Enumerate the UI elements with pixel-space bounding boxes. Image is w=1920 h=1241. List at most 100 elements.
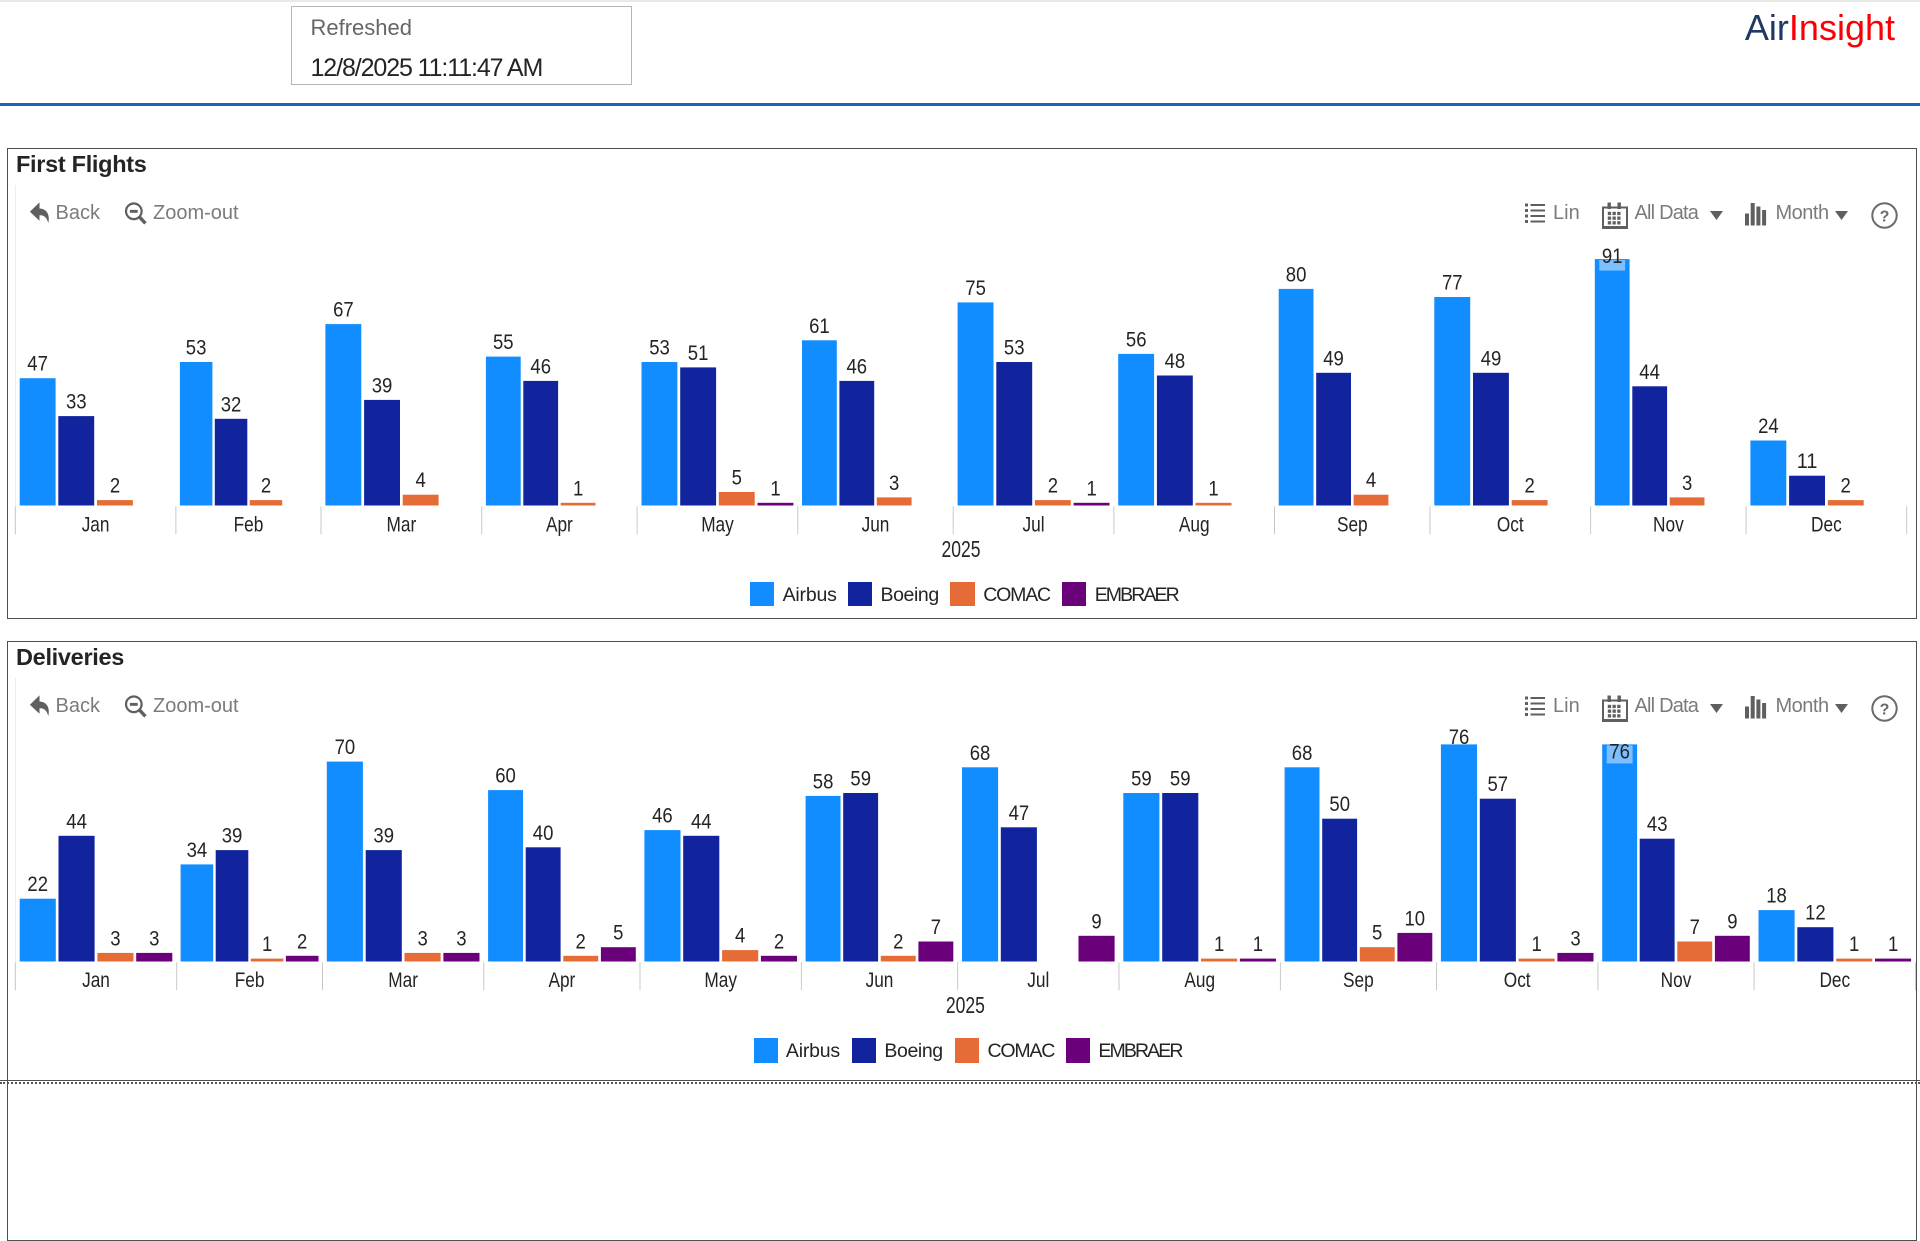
svg-text:68: 68: [1292, 741, 1313, 765]
svg-text:Apr: Apr: [549, 969, 576, 992]
svg-text:Feb: Feb: [234, 514, 264, 537]
svg-text:18: 18: [1766, 884, 1787, 908]
svg-text:3: 3: [110, 926, 120, 950]
svg-text:77: 77: [1442, 271, 1463, 295]
svg-text:59: 59: [850, 767, 871, 791]
svg-text:Jan: Jan: [82, 969, 110, 992]
svg-text:43: 43: [1647, 812, 1668, 836]
svg-text:53: 53: [186, 336, 207, 360]
svg-text:53: 53: [1004, 336, 1025, 360]
svg-text:39: 39: [372, 373, 393, 397]
svg-text:5: 5: [1372, 921, 1382, 945]
svg-text:1: 1: [573, 476, 583, 500]
svg-text:3: 3: [1570, 926, 1580, 950]
svg-text:Feb: Feb: [235, 969, 265, 992]
svg-text:33: 33: [66, 390, 87, 414]
svg-text:7: 7: [1690, 915, 1700, 939]
svg-text:58: 58: [813, 769, 834, 793]
svg-text:Apr: Apr: [546, 514, 573, 537]
svg-text:Oct: Oct: [1497, 514, 1524, 537]
svg-text:91: 91: [1602, 244, 1623, 268]
svg-text:70: 70: [335, 735, 356, 759]
svg-text:34: 34: [187, 838, 208, 862]
svg-text:1: 1: [770, 476, 780, 500]
svg-text:2025: 2025: [942, 536, 981, 562]
svg-text:39: 39: [373, 824, 394, 848]
svg-text:?: ?: [1879, 701, 1889, 718]
svg-text:46: 46: [652, 804, 673, 828]
svg-text:76: 76: [1449, 725, 1470, 749]
svg-text:24: 24: [1758, 414, 1779, 438]
svg-text:75: 75: [965, 276, 986, 300]
svg-text:3: 3: [889, 471, 899, 495]
svg-text:46: 46: [530, 354, 551, 378]
svg-text:2: 2: [893, 929, 903, 953]
svg-text:9: 9: [1091, 909, 1101, 933]
svg-text:1: 1: [1253, 932, 1263, 956]
svg-text:Sep: Sep: [1337, 514, 1368, 537]
svg-text:2: 2: [110, 474, 120, 498]
svg-text:4: 4: [1366, 468, 1376, 492]
svg-text:Dec: Dec: [1819, 969, 1850, 992]
svg-text:Dec: Dec: [1811, 514, 1842, 537]
svg-text:3: 3: [1682, 471, 1692, 495]
svg-text:51: 51: [688, 341, 709, 365]
svg-text:53: 53: [649, 336, 670, 360]
svg-text:22: 22: [27, 872, 48, 896]
svg-text:4: 4: [735, 924, 745, 948]
svg-text:2: 2: [1048, 474, 1058, 498]
svg-text:80: 80: [1286, 262, 1307, 286]
svg-text:Mar: Mar: [387, 514, 417, 537]
svg-text:59: 59: [1170, 767, 1191, 791]
svg-text:39: 39: [222, 824, 243, 848]
svg-text:9: 9: [1727, 909, 1737, 933]
svg-text:47: 47: [27, 352, 48, 376]
svg-text:2: 2: [297, 929, 307, 953]
svg-text:1: 1: [262, 932, 272, 956]
svg-text:May: May: [701, 514, 734, 537]
svg-text:2: 2: [261, 474, 271, 498]
svg-text:3: 3: [149, 926, 159, 950]
svg-text:11: 11: [1797, 449, 1818, 473]
svg-text:2025: 2025: [946, 992, 985, 1018]
svg-text:46: 46: [847, 354, 868, 378]
svg-text:32: 32: [221, 392, 242, 416]
svg-text:1: 1: [1214, 932, 1224, 956]
svg-text:Jul: Jul: [1023, 514, 1045, 537]
svg-text:67: 67: [333, 298, 354, 322]
svg-text:68: 68: [970, 741, 991, 765]
svg-text:Sep: Sep: [1343, 969, 1374, 992]
svg-text:2: 2: [774, 929, 784, 953]
svg-text:56: 56: [1126, 327, 1147, 351]
svg-text:7: 7: [931, 915, 941, 939]
svg-text:2: 2: [1524, 474, 1534, 498]
svg-text:Nov: Nov: [1653, 514, 1684, 537]
svg-text:59: 59: [1131, 767, 1152, 791]
svg-text:Jan: Jan: [82, 514, 110, 537]
svg-text:60: 60: [495, 764, 516, 788]
svg-text:2: 2: [576, 929, 586, 953]
svg-text:Jul: Jul: [1027, 969, 1049, 992]
svg-text:Mar: Mar: [388, 969, 418, 992]
svg-text:47: 47: [1009, 801, 1030, 825]
svg-text:40: 40: [533, 821, 554, 845]
svg-text:55: 55: [493, 330, 514, 354]
svg-text:2: 2: [1841, 474, 1851, 498]
svg-text:1: 1: [1849, 932, 1859, 956]
svg-text:Nov: Nov: [1661, 969, 1692, 992]
svg-text:44: 44: [1639, 360, 1660, 384]
svg-text:3: 3: [456, 926, 466, 950]
svg-text:1: 1: [1086, 476, 1096, 500]
svg-text:Aug: Aug: [1184, 969, 1215, 992]
svg-text:Oct: Oct: [1504, 969, 1531, 992]
svg-text:5: 5: [732, 466, 742, 490]
svg-text:76: 76: [1609, 739, 1630, 763]
svg-text:?: ?: [1879, 208, 1889, 225]
svg-text:50: 50: [1329, 792, 1350, 816]
svg-text:3: 3: [417, 926, 427, 950]
svg-text:10: 10: [1405, 906, 1426, 930]
svg-text:12: 12: [1805, 901, 1826, 925]
svg-text:48: 48: [1165, 349, 1186, 373]
svg-text:44: 44: [66, 809, 87, 833]
svg-text:Jun: Jun: [866, 969, 894, 992]
